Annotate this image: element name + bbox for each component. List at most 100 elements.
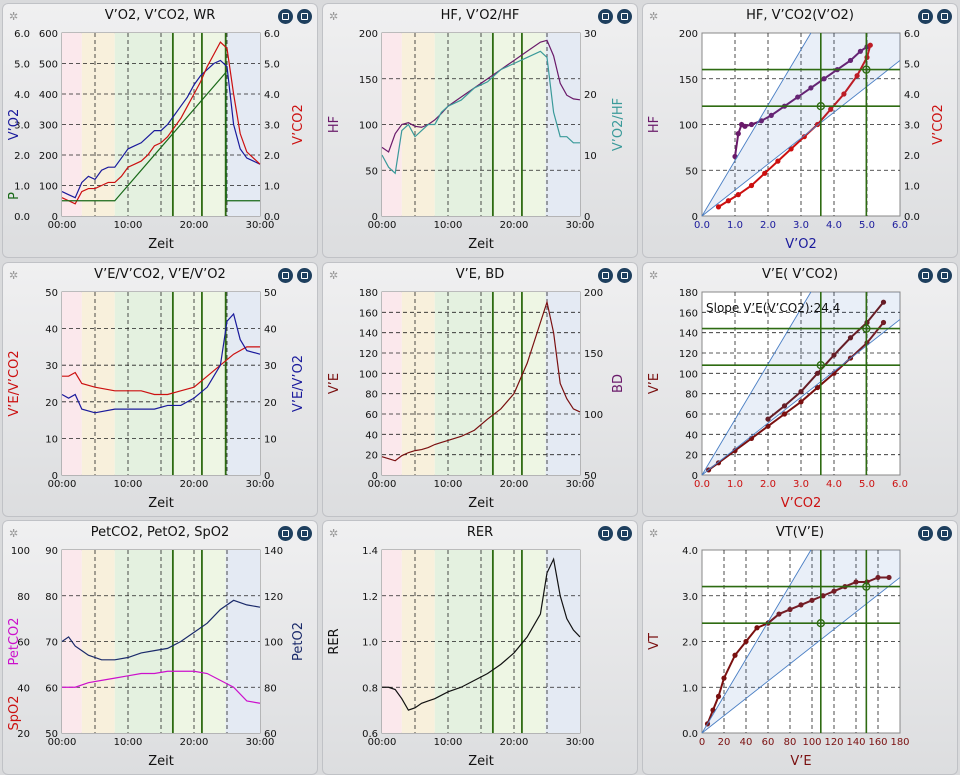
y-tick-label: 140: [679, 329, 698, 340]
panel-title: V’E/V’CO2, V’E/V’O2: [94, 267, 226, 282]
settings-icon[interactable]: [937, 526, 952, 541]
panel-title: V’E( V’CO2): [761, 267, 839, 282]
settings-icon[interactable]: [937, 268, 952, 283]
x-tick-label: 0.0: [694, 479, 710, 490]
series-line: [61, 41, 261, 205]
loading-icon: ✲: [329, 269, 339, 282]
maximize-icon[interactable]: [278, 9, 293, 24]
panel-title: PetCO2, PetO2, SpO2: [90, 525, 230, 540]
panel-p9: ✲ VT(V’E) 0 20 40 60 80 100 120 140 160 180 V’E 0.0 1.…: [642, 520, 958, 775]
right-tick-label: 4.0: [904, 90, 920, 101]
y2-tick-label: 200: [39, 151, 58, 162]
reference-line: [701, 32, 812, 217]
threshold-marker: [816, 618, 826, 628]
settings-icon[interactable]: [617, 268, 632, 283]
maximize-icon[interactable]: [918, 268, 933, 283]
maximize-icon[interactable]: [918, 9, 933, 24]
y-tick-label: 180: [679, 288, 698, 299]
chart-svg: 00:00 10:00 20:00 30:00 Zeit 20 40 60 80 100 PetCO…: [7, 546, 306, 769]
y-tick-label: 120: [679, 349, 698, 360]
loading-icon: ✲: [329, 527, 339, 540]
series-line: [381, 50, 580, 175]
x-tick-label: 180: [890, 737, 909, 748]
loading-icon: ✲: [329, 10, 339, 23]
right-tick-label: 40: [264, 325, 277, 336]
y2-tick-label: 100: [39, 182, 58, 193]
x-tick-label: 30:00: [566, 479, 595, 490]
maximize-icon[interactable]: [598, 526, 613, 541]
y-tick-label: 0.6: [362, 729, 378, 740]
settings-icon[interactable]: [297, 268, 312, 283]
y-axis-label: V’O2: [7, 109, 22, 141]
maximize-icon[interactable]: [598, 268, 613, 283]
x-axis-label: Zeit: [468, 496, 494, 511]
right-tick-label: 120: [264, 592, 283, 603]
phase-band: [492, 292, 546, 475]
panel-title: V’O2, V’CO2, WR: [104, 8, 216, 23]
x-tick-label: 10:00: [434, 220, 463, 231]
chart-svg: 00:00 10:00 20:00 30:00 Zeit 0.0 1.0 2.0 3.0 4.0 5…: [7, 29, 306, 252]
right-axis-label: BD: [611, 374, 626, 393]
settings-icon[interactable]: [617, 526, 632, 541]
phase-band: [114, 33, 173, 216]
y-tick-label: 120: [359, 349, 378, 360]
y-tick-label: 40: [685, 430, 698, 441]
y-tick-label: 20: [685, 451, 698, 462]
phase-band: [62, 292, 82, 475]
reference-band: [702, 33, 900, 216]
y-tick-label: 160: [359, 308, 378, 319]
panel-title: HF, V’CO2(V’O2): [746, 8, 854, 23]
chart-svg: 0.0 1.0 2.0 3.0 4.0 5.0 6.0 V’O2 0 50 100 150 200 HF 0…: [647, 29, 946, 252]
panel-p5: ✲ V’E, BD 00:00 10:00 20:00 30:00 Zeit 0 20 40 60 8…: [322, 262, 638, 517]
maximize-icon[interactable]: [918, 526, 933, 541]
right-axis-label: PetO2: [291, 622, 306, 661]
maximize-icon[interactable]: [278, 268, 293, 283]
right-tick-label: 1.0: [904, 182, 920, 193]
y-tick-label: 1.0: [362, 638, 378, 649]
x-tick-label: 00:00: [368, 220, 397, 231]
right-tick-label: 30: [264, 361, 277, 372]
x-tick-label: 3.0: [793, 220, 809, 231]
x-tick-label: 30:00: [566, 737, 595, 748]
x-tick-label: 4.0: [826, 220, 842, 231]
series-line: [381, 39, 581, 153]
series-line: [381, 299, 581, 462]
y-tick-label: 100: [11, 546, 30, 557]
y-axis-label: VT: [647, 633, 662, 650]
y-tick-label: 80: [17, 592, 30, 603]
y-tick-label: 60: [365, 410, 378, 421]
settings-icon[interactable]: [297, 526, 312, 541]
y-tick-label: 0: [372, 471, 378, 482]
series-line: [62, 71, 260, 202]
x-tick-label: 30:00: [246, 220, 275, 231]
panel-p3: ✲ HF, V’CO2(V’O2) 0.0 1.0 2.0 3.0 4.0 5.0 6.0 V’O…: [642, 3, 958, 258]
x-tick-label: 10:00: [434, 479, 463, 490]
chart-svg: 00:00 10:00 20:00 30:00 Zeit 0 10 20 30 40 50 V’E/V…: [7, 288, 306, 511]
y-tick-label: 0.0: [14, 212, 30, 223]
x-tick-label: 80: [784, 737, 797, 748]
right-axis-label: V’CO2: [291, 104, 306, 145]
x-tick-label: 2.0: [760, 479, 776, 490]
x-axis-label: V’O2: [785, 237, 817, 252]
settings-icon[interactable]: [617, 9, 632, 24]
y-axis-label: HF: [647, 116, 662, 133]
right-tick-label: 0.0: [264, 212, 280, 223]
reference-band: [702, 292, 900, 475]
y-tick-label: 0: [372, 212, 378, 223]
x-tick-label: 00:00: [48, 479, 77, 490]
right-tick-label: 20: [264, 398, 277, 409]
y-tick-label: 0: [692, 471, 698, 482]
settings-icon[interactable]: [297, 9, 312, 24]
maximize-icon[interactable]: [598, 9, 613, 24]
y-tick-label: 40: [365, 430, 378, 441]
right-tick-label: 5.0: [904, 60, 920, 71]
y-tick-label: 3.0: [14, 121, 30, 132]
y-tick-label: 50: [685, 166, 698, 177]
chart-svg: 00:00 10:00 20:00 30:00 Zeit 0 50 100 150 200 HF 0 1…: [327, 29, 626, 252]
settings-icon[interactable]: [937, 9, 952, 24]
right-tick-label: 3.0: [904, 121, 920, 132]
x-tick-label: 2.0: [760, 220, 776, 231]
y-tick-label: 50: [365, 166, 378, 177]
x-tick-label: 00:00: [368, 479, 397, 490]
maximize-icon[interactable]: [278, 526, 293, 541]
